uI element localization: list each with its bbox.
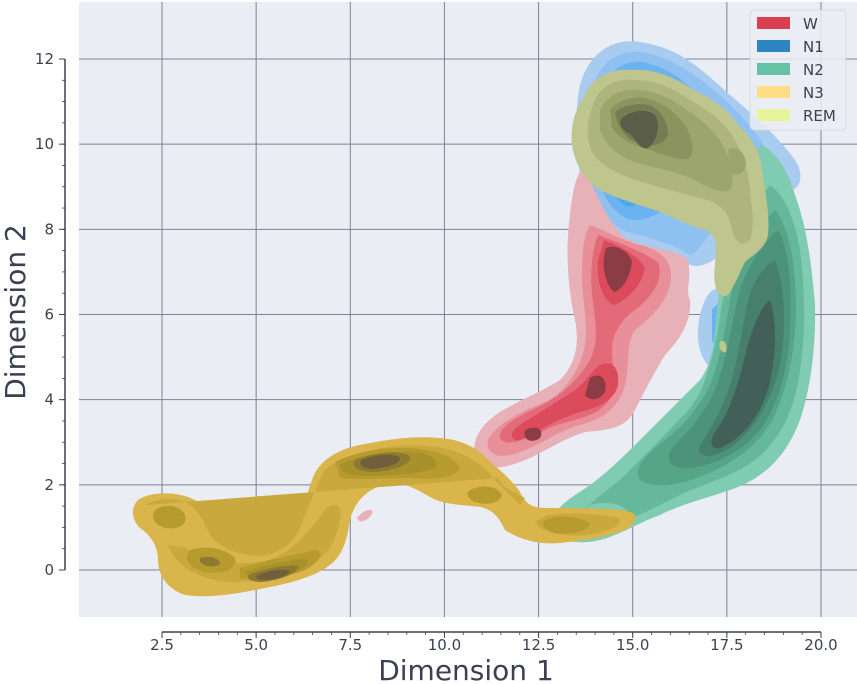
series-w (357, 171, 691, 522)
y-tick-label: 4 (44, 391, 54, 409)
x-axis: 2.5 5.0 7.5 10.0 12.5 15.0 17.5 20.0 (150, 631, 838, 654)
x-tick-label: 5.0 (244, 636, 268, 654)
y-tick-label: 10 (35, 135, 54, 153)
x-tick-label: 20.0 (804, 636, 837, 654)
y-tick-label: 6 (44, 306, 54, 324)
y-axis-title: Dimension 2 (0, 224, 32, 400)
legend-swatch-w (757, 17, 790, 29)
x-tick-label: 7.5 (338, 636, 362, 654)
y-tick-label: 0 (44, 561, 54, 579)
x-tick-label: 2.5 (150, 636, 174, 654)
legend-label-n1: N1 (803, 38, 824, 56)
x-tick-label: 17.5 (710, 636, 743, 654)
y-tick-label: 8 (44, 220, 54, 238)
legend-swatch-n3 (757, 86, 790, 98)
y-tick-label: 12 (35, 50, 54, 68)
x-tick-label: 15.0 (616, 636, 649, 654)
y-axis: 0 2 4 6 8 10 12 (35, 50, 66, 579)
series-n3 (132, 437, 636, 597)
legend-swatch-rem (757, 109, 790, 121)
legend-label-rem: REM (803, 107, 836, 125)
x-tick-label: 10.0 (428, 636, 461, 654)
series-rem (571, 69, 769, 353)
legend-label-n3: N3 (803, 84, 824, 102)
legend-label-n2: N2 (803, 61, 824, 79)
density-contours (132, 41, 816, 597)
x-axis-title: Dimension 1 (378, 654, 554, 684)
legend: W N1 N2 N3 REM (749, 9, 847, 131)
legend-label-w: W (803, 15, 818, 33)
x-tick-label: 12.5 (522, 636, 555, 654)
y-tick-label: 2 (44, 476, 54, 494)
legend-swatch-n1 (757, 40, 790, 52)
legend-swatch-n2 (757, 63, 790, 75)
